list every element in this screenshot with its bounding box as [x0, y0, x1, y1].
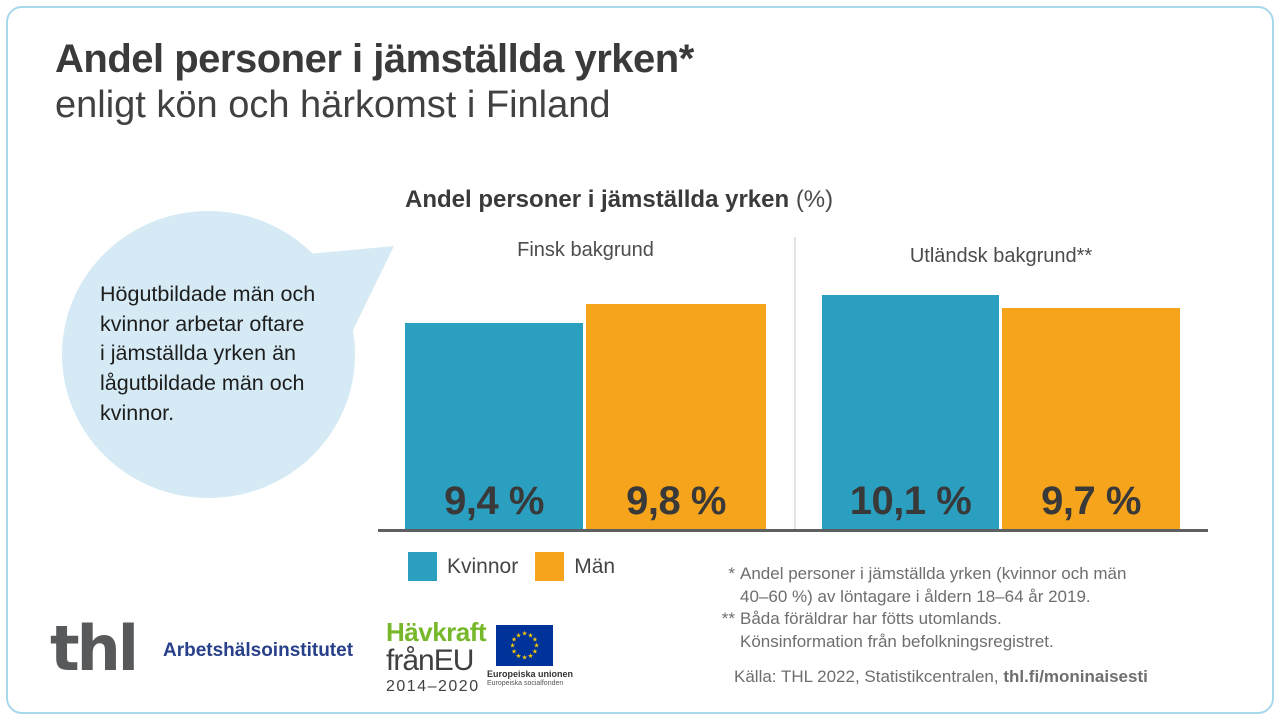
source-text: Källa: THL 2022, Statistikcentralen,	[734, 667, 1004, 687]
bar-value-label: 9,7 %	[1041, 479, 1141, 523]
footnote-text: Båda föräldrar har fötts utomlands. Köns…	[740, 609, 1054, 651]
speech-bubble	[62, 211, 355, 498]
legend-swatch-kvinnor	[408, 552, 437, 581]
bar-man-finsk: 9,8 %	[586, 304, 766, 529]
svg-text:★: ★	[515, 631, 521, 639]
bar-value-label: 10,1 %	[849, 479, 972, 523]
eu-logo-group: ★ ★ ★ ★ ★ ★ ★ ★ ★ ★ ★ ★ Europeiska unionen Eur…	[487, 625, 574, 687]
footnote-item: ** Båda föräldrar har fötts utomlands. K…	[711, 608, 1186, 653]
bar-value-label: 9,4 %	[444, 479, 544, 523]
footnote-marker: **	[721, 609, 735, 629]
group-label-finsk-bakgrund: Finsk bakgrund	[517, 239, 654, 261]
svg-text:★: ★	[533, 642, 539, 650]
page-subtitle: enligt kön och härkomst i Finland	[55, 83, 611, 126]
header: Andel personer i jämställda yrken* enlig…	[55, 36, 694, 128]
x-axis-line	[378, 529, 1208, 532]
chart-title: Andel personer i jämställda yrken (%)	[405, 186, 833, 214]
arbetshalsoinstitutet-logo: Arbetshälsoinstitutet	[163, 640, 354, 661]
footnote-text: Andel personer i jämställda yrken (kvinn…	[740, 564, 1127, 606]
svg-text:★: ★	[521, 654, 527, 662]
thl-logo: thl	[50, 612, 139, 685]
bar-man-utlandsk: 9,7 %	[1002, 308, 1180, 529]
svg-text:★: ★	[527, 631, 533, 639]
eu-caption-socialfond: Europeiska socialfonden	[487, 680, 564, 687]
speech-bubble-tail	[308, 246, 394, 332]
page-title: Andel personer i jämställda yrken*	[55, 37, 694, 81]
svg-text:★: ★	[527, 652, 533, 660]
havkraft-logo-years: 2014–2020	[386, 678, 480, 695]
footnote-marker: *	[728, 564, 735, 583]
havkraft-eu-logo: Hävkraft frånEU 2014–2020	[386, 617, 487, 695]
eu-flag-icon: ★ ★ ★ ★ ★ ★ ★ ★ ★ ★ ★ ★	[495, 625, 553, 666]
svg-text:★: ★	[521, 630, 527, 638]
svg-text:★: ★	[515, 652, 521, 660]
eu-flag-stars-icon: ★ ★ ★★ ★★ ★★ ★★ ★★	[509, 630, 539, 662]
source-line: Källa: THL 2022, Statistikcentralen, thl…	[711, 667, 1186, 687]
chart-title-main: Andel personer i jämställda yrken	[405, 186, 790, 213]
legend-label-kvinnor: Kvinnor	[447, 554, 519, 578]
group-label-utlandsk-bakgrund: Utländsk bakgrund**	[909, 245, 1093, 267]
havkraft-logo-line2: frånEU	[386, 644, 474, 677]
bar-chart: 9,4 % 9,8 % 10,1 % 9,7 %	[378, 230, 1208, 532]
legend: Kvinnor Män	[408, 552, 632, 581]
svg-text:★: ★	[511, 636, 517, 644]
svg-text:★: ★	[509, 642, 515, 650]
svg-text:★: ★	[531, 636, 537, 644]
chart-title-unit: (%)	[795, 186, 834, 213]
footnote-item: * Andel personer i jämställda yrken (kvi…	[711, 563, 1186, 608]
legend-label-man: Män	[574, 554, 616, 578]
svg-text:★: ★	[511, 648, 517, 656]
legend-swatch-man	[535, 552, 565, 581]
bar-value-label: 9,8 %	[626, 479, 726, 523]
eu-caption-union: Europeiska unionen	[487, 669, 574, 679]
footnotes: * Andel personer i jämställda yrken (kvi…	[711, 563, 1186, 687]
havkraft-logo-line1: Hävkraft	[386, 617, 487, 647]
speech-bubble-text: Högutbildade män och kvinnor arbetar oft…	[100, 282, 316, 425]
source-link: thl.fi/moninaisesti	[1003, 667, 1148, 687]
group-divider-line	[794, 237, 796, 529]
bar-kvinnor-finsk: 9,4 %	[405, 323, 583, 529]
svg-text:★: ★	[531, 648, 537, 656]
bar-kvinnor-utlandsk: 10,1 %	[822, 295, 999, 529]
